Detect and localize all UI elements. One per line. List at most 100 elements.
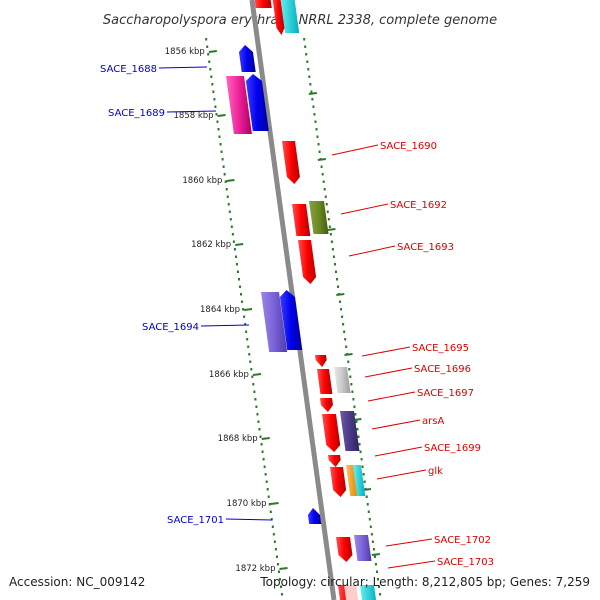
- tick-label: 1862 kbp: [191, 240, 231, 250]
- track-dot: [313, 113, 316, 116]
- track-dot: [305, 53, 308, 56]
- tick-mark: [344, 353, 353, 356]
- gene-arrow: [298, 240, 317, 284]
- gene-arrow: [340, 411, 360, 451]
- track-dot: [251, 375, 254, 378]
- accession-text: Accession: NC_009142: [9, 575, 145, 589]
- topology-text: Topology: circular; Length: 8,212,805 bp…: [259, 575, 590, 589]
- track-dot: [366, 503, 369, 506]
- tick-label: 1866 kbp: [209, 370, 249, 380]
- gene-arrow: [317, 369, 333, 394]
- track-dot: [256, 413, 259, 416]
- track-dot: [365, 495, 368, 498]
- gene-arrow: [272, 0, 285, 35]
- track-dot: [210, 75, 213, 78]
- leader-line: [331, 144, 379, 156]
- track-dot: [249, 360, 252, 363]
- track-dot: [340, 308, 343, 311]
- track-dot: [341, 315, 344, 318]
- track-dot: [260, 443, 263, 446]
- track-dot: [349, 375, 352, 378]
- track-dot: [357, 435, 360, 438]
- gene-arrow: [292, 204, 311, 236]
- track-dot: [353, 405, 356, 408]
- track-dot: [274, 548, 277, 551]
- track-dot: [211, 83, 214, 86]
- gene-arrow: [261, 292, 288, 352]
- tick-mark: [208, 50, 217, 53]
- leader-line: [348, 245, 396, 257]
- track-dot: [328, 225, 331, 228]
- track-dot: [373, 555, 376, 558]
- track-dot: [379, 593, 382, 596]
- genes: [226, 0, 377, 600]
- track-dot: [278, 578, 281, 581]
- track-dot: [232, 240, 235, 243]
- track-dot: [304, 45, 307, 48]
- gene-arrow: [354, 535, 372, 561]
- gene-arrow: [336, 537, 353, 562]
- tick-mark: [336, 293, 345, 296]
- leader-line: [385, 538, 433, 547]
- track-dot: [214, 105, 217, 108]
- tick-mark: [279, 567, 288, 570]
- tick-label: 1868 kbp: [218, 434, 258, 444]
- track-dot: [323, 188, 326, 191]
- tick-mark: [308, 92, 317, 95]
- track-dot: [276, 563, 279, 566]
- track-dot: [242, 308, 245, 311]
- track-dot: [322, 180, 325, 183]
- track-dot: [347, 360, 350, 363]
- track-dot: [258, 428, 261, 431]
- tick-mark: [252, 373, 262, 376]
- gene-label: SACE_1703: [437, 557, 494, 568]
- track-dot: [268, 503, 271, 506]
- tick-mark: [270, 502, 279, 505]
- gene-label: SACE_1697: [417, 388, 474, 399]
- track-dot: [321, 173, 324, 176]
- tick-label: 1856 kbp: [165, 47, 205, 57]
- gene-arrow: [334, 367, 351, 393]
- track-dot: [348, 368, 351, 371]
- track-dot: [253, 390, 256, 393]
- track-dot: [378, 585, 381, 588]
- tick-mark: [217, 114, 226, 117]
- track-dot: [248, 353, 251, 356]
- gene-label: SACE_1688: [100, 64, 157, 75]
- track-dot: [257, 420, 260, 423]
- track-dot: [375, 570, 378, 573]
- tick-mark: [226, 179, 235, 182]
- track-dot: [333, 263, 336, 266]
- track-dot: [334, 270, 337, 273]
- tick-mark: [317, 158, 326, 161]
- track-dot: [206, 45, 209, 48]
- track-dot: [225, 188, 228, 191]
- track-dot: [362, 473, 365, 476]
- track-dot: [231, 233, 234, 236]
- tick-label: 1872 kbp: [235, 564, 275, 574]
- track-dot: [311, 98, 314, 101]
- gene-arrow: [245, 74, 269, 131]
- track-dot: [228, 210, 231, 213]
- track-dot: [245, 330, 248, 333]
- track-dot: [315, 128, 318, 131]
- track-dot: [237, 278, 240, 281]
- track-dot: [316, 135, 319, 138]
- track-dot: [254, 398, 257, 401]
- track-dot: [261, 450, 264, 453]
- gene-arrow: [315, 355, 327, 367]
- gene-arrow: [254, 0, 272, 8]
- track-dot: [331, 248, 334, 251]
- gene-arrow: [309, 201, 329, 234]
- track-dot: [262, 458, 265, 461]
- gene-label: SACE_1701: [167, 515, 224, 526]
- track-dot: [277, 570, 280, 573]
- gene-arrow: [280, 0, 300, 33]
- track-dot: [226, 195, 229, 198]
- track-dot: [303, 38, 306, 41]
- track-dot: [339, 300, 342, 303]
- leader-line: [387, 560, 436, 569]
- gene-arrow: [322, 414, 341, 452]
- track-dot: [212, 90, 215, 93]
- track-dot: [250, 368, 253, 371]
